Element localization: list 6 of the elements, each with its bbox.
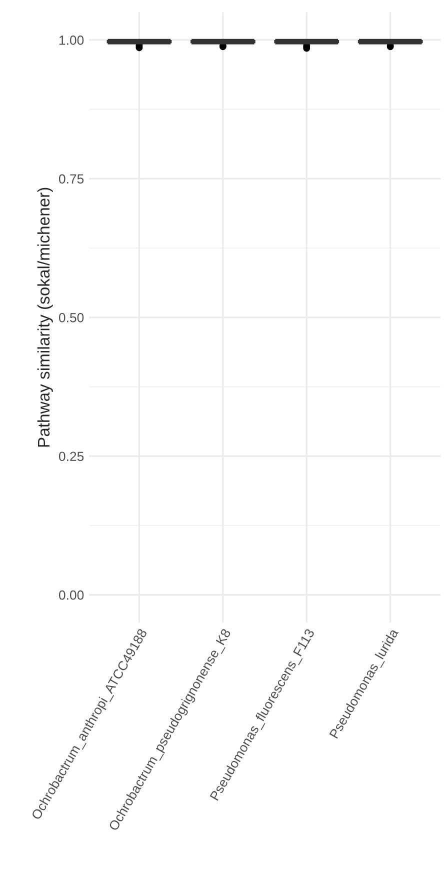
y-tick-label: 0.50 — [58, 312, 84, 322]
y-axis-title: Pathway similarity (sokal/michener) — [37, 188, 53, 447]
y-tick-label: 0.00 — [58, 590, 84, 600]
y-tick-label: 0.75 — [58, 174, 84, 184]
y-tick-label: 0.25 — [58, 452, 84, 462]
y-tick-label: 1.00 — [59, 36, 84, 45]
